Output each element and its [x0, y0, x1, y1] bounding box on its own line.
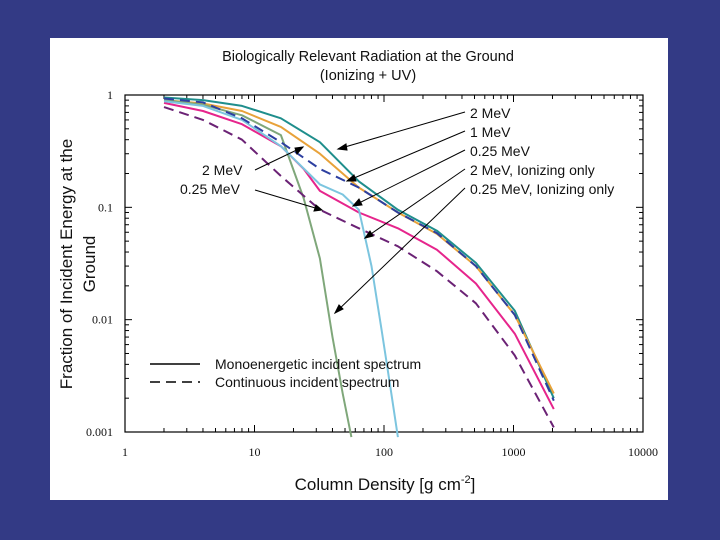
arrow-2mev-ionizing	[364, 168, 466, 239]
x-tick-label: 10000	[628, 445, 658, 459]
x-axis-title-superscript: -2	[461, 474, 471, 486]
arrow-2mev	[337, 111, 466, 150]
x-axis-title: Column Density [g cm-2]	[295, 474, 476, 494]
arrowhead-025mev-ionizing	[333, 304, 344, 315]
arrow-1mev	[346, 130, 466, 182]
annotation-left-025mev: 0.25 MeV	[180, 181, 241, 197]
annotation-left-2mev: 2 MeV	[202, 162, 243, 178]
arrowhead-left-025mev	[313, 204, 324, 212]
arrow-025mev	[352, 149, 466, 207]
legend: Monoenergetic incident spectrum Continuo…	[150, 356, 421, 390]
x-tick-label: 10	[249, 445, 261, 459]
x-axis-title-main: Column Density [g cm	[295, 475, 461, 494]
y-tick-label: 1	[107, 88, 113, 102]
x-tick-label: 1000	[502, 445, 526, 459]
series-line-0-25-mev	[163, 101, 555, 410]
axis-ticks	[124, 95, 643, 433]
chart-svg: Biologically Relevant Radiation at the G…	[57, 49, 658, 494]
chart-title-line-2: (Ionizing + UV)	[320, 68, 416, 84]
arrow-025mev-ionizing	[334, 187, 466, 314]
annotations-right: 2 MeV 1 MeV 0.25 MeV 2 MeV, Ionizing onl…	[470, 105, 614, 197]
annotation-right-1mev: 1 MeV	[470, 124, 511, 140]
arrowhead-1mev	[345, 174, 357, 182]
y-tick-label: 0.01	[92, 313, 113, 327]
series-line-2-mev	[163, 96, 555, 399]
x-tick-labels: 1 10 100 1000 10000	[122, 445, 658, 459]
arrow-left-025mev	[254, 189, 323, 211]
annotation-arrows	[254, 111, 466, 315]
arrowhead-left-2mev	[294, 146, 305, 155]
annotation-right-2mev: 2 MeV	[470, 105, 511, 121]
y-axis-title-line-1: Fraction of Incident Energy at the	[57, 139, 76, 389]
y-axis-title: Fraction of Incident Energy at the Groun…	[57, 139, 99, 389]
chart-title-line-1: Biologically Relevant Radiation at the G…	[222, 49, 514, 65]
annotation-right-2mev-ionizing: 2 MeV, Ionizing only	[470, 162, 595, 178]
arrow-left-2mev	[254, 146, 304, 171]
arrowhead-2mev	[336, 143, 348, 151]
arrowhead-025mev	[351, 198, 363, 207]
annotations-left: 2 MeV 0.25 MeV	[180, 162, 243, 197]
x-axis-title-close: ]	[471, 475, 476, 494]
legend-label-monoenergetic: Monoenergetic incident spectrum	[215, 356, 421, 372]
chart-panel: Biologically Relevant Radiation at the G…	[50, 38, 668, 500]
series-line-0-25-mev-continuous	[163, 106, 555, 428]
x-tick-label: 100	[375, 445, 393, 459]
legend-label-continuous: Continuous incident spectrum	[215, 374, 399, 390]
annotation-right-025mev: 0.25 MeV	[470, 143, 531, 159]
y-tick-label: 0.1	[98, 200, 113, 214]
series-line-2-mev-continuous	[163, 97, 555, 402]
y-axis-title-line-2: Ground	[80, 236, 99, 293]
series-line-0-25-mev-ionizing-only	[163, 100, 399, 438]
arrowhead-2mev-ionizing	[363, 230, 374, 239]
series-layer	[163, 96, 555, 438]
y-tick-label: 0.001	[86, 425, 113, 439]
x-tick-label: 1	[122, 445, 128, 459]
y-tick-labels: 1 0.1 0.01 0.001	[86, 88, 113, 439]
annotation-right-025mev-ionizing: 0.25 MeV, Ionizing only	[470, 181, 614, 197]
